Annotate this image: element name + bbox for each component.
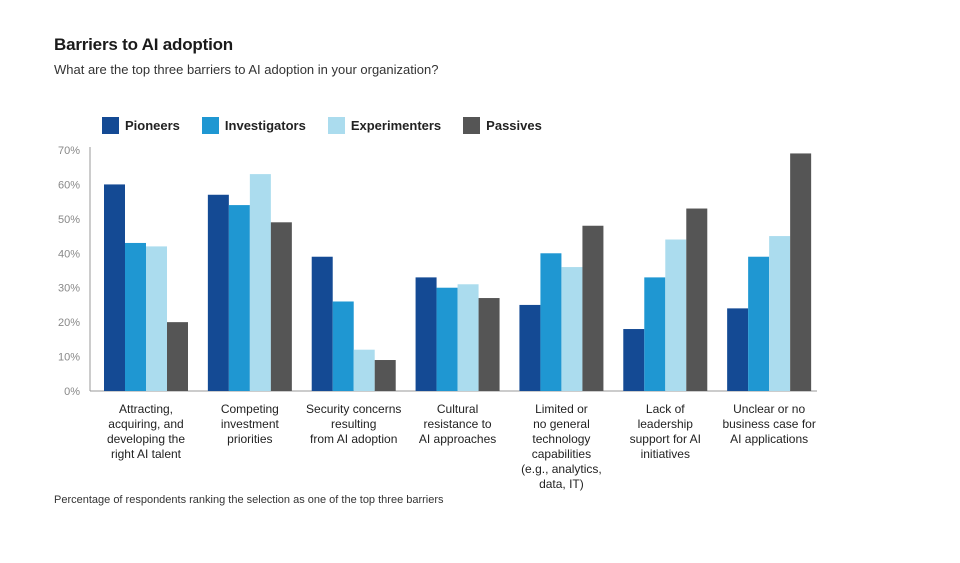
legend-label-passives: Passives — [486, 118, 542, 133]
y-tick-label: 10% — [58, 352, 80, 364]
bar-pioneers-1 — [207, 194, 229, 391]
bar-passives-1 — [270, 222, 292, 391]
bar-experimenters-6 — [769, 236, 791, 391]
bar-investigators-0 — [125, 242, 146, 391]
legend-label-investigators: Investigators — [224, 118, 306, 133]
legend-item-pioneers: Pioneers — [102, 117, 180, 134]
y-tick-label: 0% — [64, 386, 80, 398]
legend-item-investigators: Investigators — [201, 117, 306, 134]
bar-experimenters-3 — [457, 284, 479, 391]
x-category-label: Limited or no general technology capabiliti… — [521, 402, 602, 491]
bar-passives-5 — [686, 208, 708, 391]
x-category-label: Security concerns resulting from AI adopti… — [306, 402, 401, 446]
bar-passives-2 — [374, 360, 396, 391]
x-category-label: Cultural resistance to AI approaches — [419, 402, 496, 446]
legend-swatch-experimenters — [327, 117, 345, 134]
bar-investigators-4 — [540, 253, 562, 391]
legend-swatch-pioneers — [102, 117, 119, 134]
bar-pioneers-3 — [415, 277, 437, 391]
bar-experimenters-1 — [249, 174, 271, 391]
x-category-label: Unclear or no business case for AI applica… — [722, 402, 815, 446]
bar-passives-6 — [790, 153, 812, 391]
bar-passives-0 — [167, 322, 188, 391]
legend-swatch-passives — [463, 117, 481, 134]
bar-pioneers-2 — [311, 256, 333, 391]
bar-pioneers-6 — [727, 308, 749, 391]
chart-title: Barriers to AI adoption — [54, 35, 233, 54]
y-tick-label: 70% — [58, 145, 80, 157]
chart-subtitle: What are the top three barriers to AI ad… — [54, 62, 439, 77]
bar-experimenters-2 — [353, 349, 375, 391]
bar-experimenters-5 — [665, 239, 687, 391]
legend-label-pioneers: Pioneers — [125, 118, 180, 133]
bar-passives-3 — [478, 298, 500, 391]
legend-item-passives: Passives — [463, 117, 542, 134]
bar-pioneers-0 — [104, 184, 125, 391]
bar-experimenters-0 — [146, 246, 167, 391]
bar-investigators-1 — [228, 205, 250, 391]
legend-label-experimenters: Experimenters — [350, 118, 442, 133]
bar-passives-4 — [582, 225, 604, 391]
x-category-label: Lack of leadership support for AI initiativ… — [630, 402, 701, 461]
legend-swatch-investigators — [201, 117, 219, 134]
y-tick-label: 30% — [58, 283, 80, 295]
chart-footnote: Percentage of respondents ranking the se… — [54, 494, 444, 506]
y-tick-label: 40% — [58, 248, 80, 260]
bar-investigators-3 — [436, 287, 458, 391]
y-tick-label: 20% — [58, 317, 80, 329]
bar-investigators-2 — [332, 301, 354, 391]
bar-pioneers-5 — [623, 329, 645, 391]
legend: Pioneers Investigators Experimenters Pas… — [102, 117, 542, 134]
bar-investigators-5 — [644, 277, 666, 391]
bar-pioneers-4 — [519, 304, 541, 391]
x-category-label: Attracting, acquiring, and developing the r… — [107, 402, 185, 461]
bar-experimenters-4 — [561, 267, 583, 391]
legend-item-experimenters: Experimenters — [327, 117, 442, 134]
y-tick-label: 60% — [58, 179, 80, 191]
bar-investigators-6 — [748, 256, 770, 391]
y-tick-label: 50% — [58, 214, 80, 226]
x-category-label: Competing investment priorities — [221, 402, 280, 446]
